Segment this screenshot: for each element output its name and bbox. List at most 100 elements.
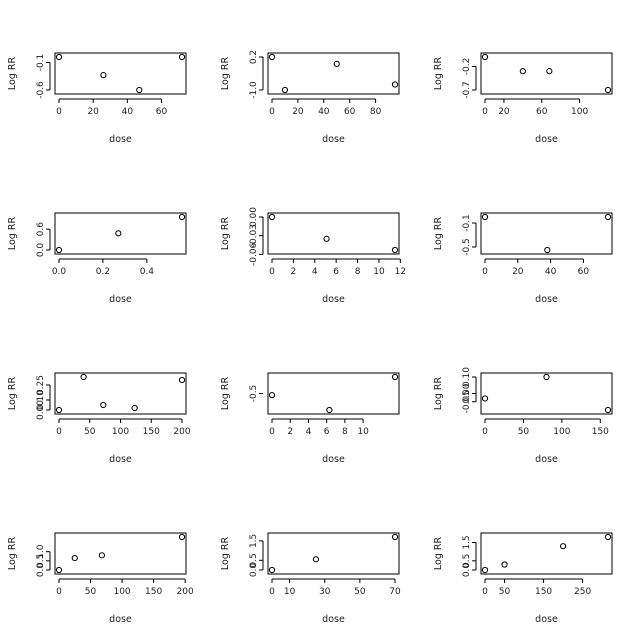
data-point xyxy=(98,552,105,559)
y-tick-label: -0.05 xyxy=(462,390,472,413)
data-point xyxy=(55,406,63,414)
x-tick-label: 150 xyxy=(592,427,609,437)
x-tick-label: 60 xyxy=(344,107,356,117)
y-axis-title: Log RR xyxy=(433,217,444,251)
data-point xyxy=(481,395,489,402)
panel-7: 0 50 100 150 200 0.000.100.25 dose Log RR xyxy=(7,372,191,465)
x-tick-label: 0 xyxy=(482,587,488,597)
data-point xyxy=(604,533,612,541)
x-axis-title: dose xyxy=(322,454,345,465)
data-point xyxy=(136,86,143,94)
x-tick-label: 0 xyxy=(269,267,275,277)
y-tick-label: 0.5 xyxy=(249,553,259,567)
y-tick-label: -1.0 xyxy=(249,81,259,99)
x-tick-label: 150 xyxy=(535,587,552,597)
x-tick-label: 40 xyxy=(122,107,134,117)
y-tick-label: -0.06 xyxy=(249,242,259,266)
x-axis-title: dose xyxy=(535,294,558,305)
y-axis-title: Log RR xyxy=(7,377,18,411)
data-point xyxy=(546,68,553,75)
panel-3: 0 20 60 100 -0.2 -0.7 dose Log RR xyxy=(433,52,613,145)
x-tick-label: 20 xyxy=(87,107,99,117)
x-tick-label: 100 xyxy=(553,427,570,437)
x-tick-label: 30 xyxy=(319,587,331,597)
x-tick-label: 0 xyxy=(269,587,275,597)
plot-frame xyxy=(480,372,613,415)
x-axis-title: dose xyxy=(535,614,558,625)
plot-frame xyxy=(480,52,613,95)
x-tick-label: 40 xyxy=(545,267,557,277)
y-axis-title: Log RR xyxy=(220,57,231,91)
data-point xyxy=(268,53,276,61)
x-tick-label: 60 xyxy=(536,107,548,117)
x-tick-label: 10 xyxy=(284,587,296,597)
x-tick-label: 40 xyxy=(318,107,330,117)
x-tick-label: 10 xyxy=(357,427,369,437)
data-point xyxy=(326,406,333,414)
plot-frame xyxy=(54,532,187,575)
x-tick-label: 0 xyxy=(56,107,62,117)
x-tick-label: 0.0 xyxy=(52,267,67,277)
x-tick-label: 4 xyxy=(306,427,312,437)
data-point xyxy=(544,246,551,254)
y-tick-label: 0.10 xyxy=(36,390,46,410)
y-tick-label: 0.5 xyxy=(36,554,46,568)
panel-10: 0 50 100 150 200 0.00.51.0 dose Log RR xyxy=(7,532,194,625)
x-axis-title: dose xyxy=(109,294,132,305)
data-point xyxy=(323,235,330,242)
x-tick-label: 8 xyxy=(355,267,361,277)
y-tick-label: 0.00 xyxy=(36,400,46,420)
x-tick-label: 8 xyxy=(342,427,348,437)
y-tick-label: 1.5 xyxy=(249,534,259,548)
y-tick-label: 0.0 xyxy=(36,563,46,578)
x-tick-label: 100 xyxy=(571,107,588,117)
panel-11: 0 10 30 50 70 0.00.5 1.5 dose Log RR xyxy=(220,532,401,625)
plot-frame xyxy=(54,372,187,415)
x-tick-label: 150 xyxy=(143,427,160,437)
x-tick-label: 0 xyxy=(482,267,488,277)
x-tick-label: 20 xyxy=(512,267,524,277)
x-axis-title: dose xyxy=(535,454,558,465)
x-tick-label: 60 xyxy=(578,267,590,277)
panel-9: 0 50 100 150 0.100.00-0.05 dose Log RR xyxy=(433,367,613,465)
y-tick-label: 0.2 xyxy=(249,50,259,64)
x-axis-title: dose xyxy=(535,134,558,145)
x-axis-title: dose xyxy=(322,614,345,625)
data-point xyxy=(100,72,107,79)
panel-1: 0 20 40 60 -0.1 -0.6 dose Log RR xyxy=(7,52,187,145)
data-point xyxy=(391,373,399,381)
y-tick-label: -0.5 xyxy=(249,385,259,403)
y-tick-label: -0.1 xyxy=(462,214,472,232)
y-tick-label: 0.6 xyxy=(36,222,46,237)
data-point xyxy=(559,543,567,550)
plot-frame xyxy=(267,212,400,255)
data-point xyxy=(604,406,612,414)
y-tick-label: 1.0 xyxy=(36,544,46,559)
data-point xyxy=(115,230,122,237)
x-tick-label: 200 xyxy=(177,587,194,597)
data-point xyxy=(80,373,87,381)
x-tick-label: 50 xyxy=(499,587,511,597)
y-tick-label: -0.6 xyxy=(36,81,46,99)
x-tick-label: 200 xyxy=(173,427,190,437)
x-axis-title: dose xyxy=(109,134,132,145)
y-tick-label: -0.03 xyxy=(249,224,259,247)
x-tick-label: 150 xyxy=(145,587,162,597)
data-point xyxy=(391,81,399,88)
y-tick-label: 0.00 xyxy=(462,383,472,403)
y-axis-title: Log RR xyxy=(7,537,18,571)
data-point xyxy=(543,373,550,381)
x-tick-label: 20 xyxy=(498,107,510,117)
x-tick-label: 6 xyxy=(333,267,339,277)
y-tick-label: 0.0 xyxy=(462,563,472,578)
data-point xyxy=(268,213,276,221)
y-tick-label: -0.5 xyxy=(462,238,472,256)
data-point xyxy=(55,246,63,254)
x-tick-label: 0.4 xyxy=(140,267,155,277)
y-axis-title: Log RR xyxy=(433,537,444,571)
data-point xyxy=(178,53,186,61)
plot-frame xyxy=(267,372,400,415)
x-tick-label: 2 xyxy=(287,427,293,437)
data-point xyxy=(281,86,289,94)
